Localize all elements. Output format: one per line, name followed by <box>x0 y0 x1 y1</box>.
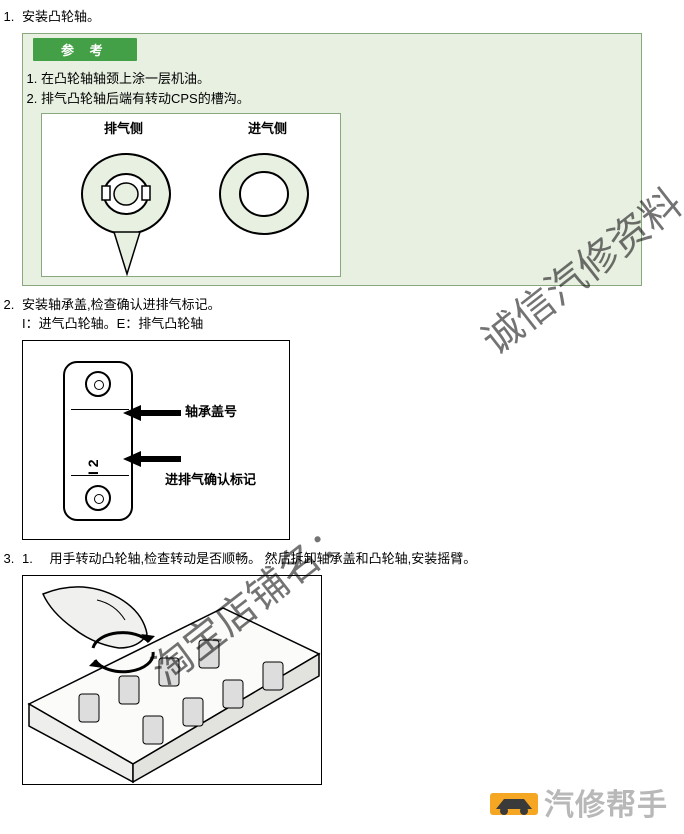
reference-header: 参 考 <box>33 38 137 61</box>
exhaust-side-label: 排气侧 <box>104 118 143 137</box>
engine-svg <box>23 576 322 785</box>
footer-logo: 汽修帮手 <box>490 780 668 824</box>
step-2: 安装轴承盖,检查确认进排气标记。 I：进气凸轮轴。E：排气凸轮轴 I 2 轴承盖… <box>18 294 684 540</box>
intake-side-label: 进气侧 <box>248 118 287 137</box>
bearing-cap-bracket: I 2 <box>63 361 133 521</box>
step-1-title: 安装凸轮轴。 <box>22 9 100 24</box>
step-2-sub: I：进气凸轮轴。E：排气凸轮轴 <box>22 316 203 331</box>
reference-body: 在凸轮轴轴颈上涂一层机油。 排气凸轮轴后端有转动CPS的槽沟。 排气侧 进气侧 <box>23 61 641 285</box>
camshaft-diagram: 排气侧 进气侧 <box>41 113 341 277</box>
reference-box: 参 考 在凸轮轴轴颈上涂一层机油。 排气凸轮轴后端有转动CPS的槽沟。 排气侧 … <box>22 33 642 286</box>
brand-icon <box>490 787 538 817</box>
step-3-title: 1. 用手转动凸轮轴,检查转动是否顺畅。 然后拆卸轴承盖和凸轮轴,安装摇臂。 <box>22 551 476 566</box>
bearing-cap-diagram: I 2 轴承盖号 进排气确认标记 <box>22 340 290 540</box>
arrow-top <box>123 403 183 429</box>
camshaft-svg <box>42 114 342 278</box>
engine-head-diagram <box>22 575 322 785</box>
step-1: 安装凸轮轴。 参 考 在凸轮轴轴颈上涂一层机油。 排气凸轮轴后端有转动CPS的槽… <box>18 6 684 286</box>
ref-note-1: 在凸轮轴轴颈上涂一层机油。 <box>41 68 631 87</box>
bracket-mark: I 2 <box>85 459 101 475</box>
step-3: 1. 用手转动凸轮轴,检查转动是否顺畅。 然后拆卸轴承盖和凸轮轴,安装摇臂。 <box>18 548 684 785</box>
step-2-title: 安装轴承盖,检查确认进排气标记。 <box>22 297 221 312</box>
bearing-cap-number-label: 轴承盖号 <box>185 401 237 420</box>
footer-brand-text: 汽修帮手 <box>544 780 668 824</box>
intake-exhaust-mark-label: 进排气确认标记 <box>165 469 256 488</box>
ref-note-2: 排气凸轮轴后端有转动CPS的槽沟。 <box>41 88 631 107</box>
